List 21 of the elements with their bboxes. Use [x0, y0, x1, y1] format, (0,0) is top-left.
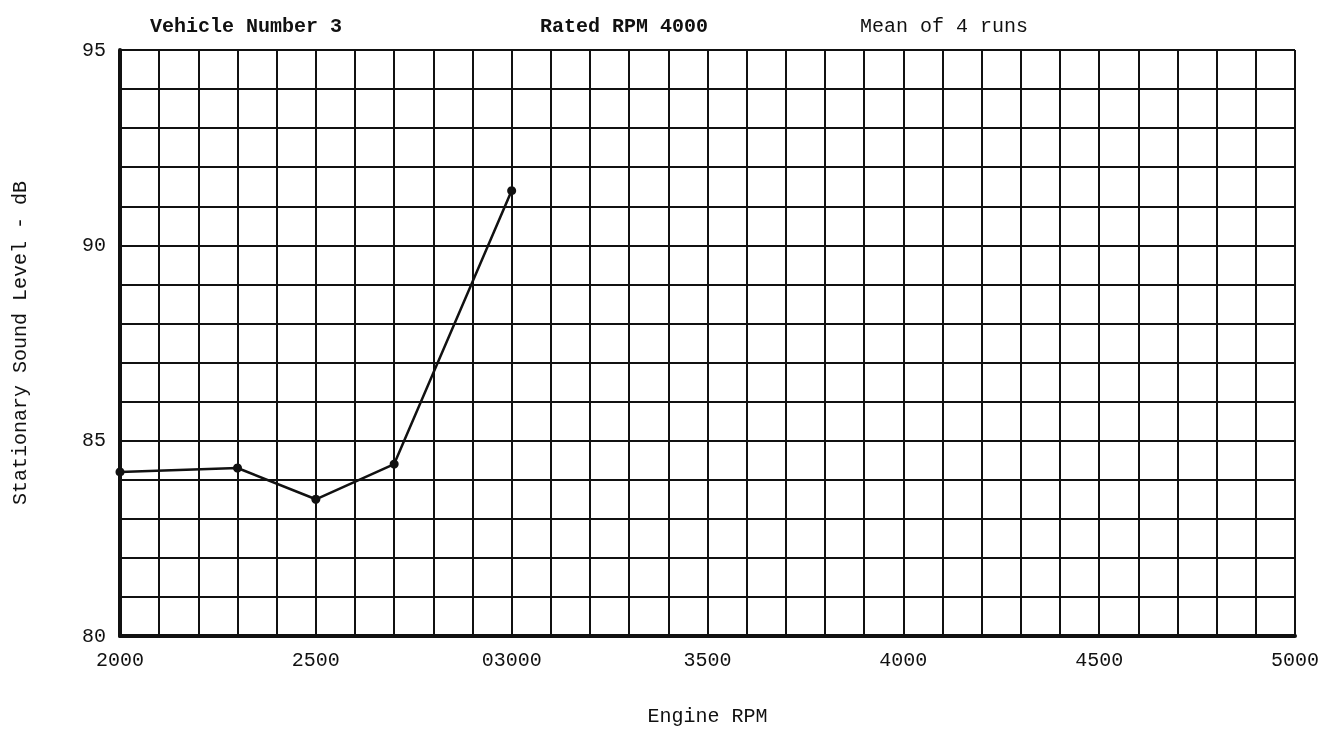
- y-tick-label: 85: [81, 429, 106, 453]
- x-tick-label: 4500: [1075, 648, 1124, 672]
- point: [311, 494, 321, 504]
- text: Mean of 4 runs: [860, 14, 1029, 38]
- x-tick-label: 5000: [1270, 648, 1320, 672]
- y-tick-label: 90: [81, 233, 106, 257]
- x-tick-label: 3500: [683, 648, 732, 672]
- x-axis-title: Engine RPM: [647, 704, 768, 728]
- x-tick-label: 2500: [291, 648, 340, 672]
- x-tick-label: 03000: [481, 648, 542, 672]
- y-tick-label: 80: [81, 624, 106, 648]
- chart-title: Vehicle Number 3: [150, 14, 343, 38]
- x-tick-label: 2000: [95, 648, 145, 672]
- point: [115, 467, 125, 477]
- x-tick-label: 4000: [879, 648, 928, 672]
- point: [389, 459, 399, 469]
- y-axis-title: Stationary Sound Level - dB: [8, 180, 32, 506]
- point: [507, 186, 517, 196]
- point: [233, 463, 242, 473]
- chart-subtitle: Rated RPM 4000: [540, 14, 709, 38]
- y-tick-label: 95: [81, 38, 106, 62]
